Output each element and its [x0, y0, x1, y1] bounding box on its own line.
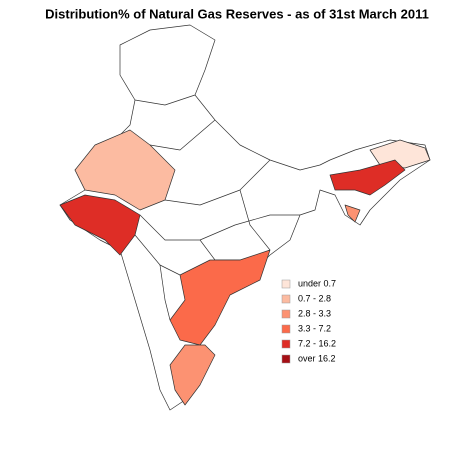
legend-swatch	[281, 279, 291, 289]
legend-label: 0.7 - 2.8	[298, 293, 331, 303]
region	[169, 249, 271, 346]
legend-swatch	[281, 324, 291, 334]
map-title: Distribution% of Natural Gas Reserves - …	[45, 6, 429, 21]
region	[74, 129, 176, 211]
legend: under 0.7 0.7 - 2.8 2.8 - 3.3 3.3 - 7.2 7.2 …	[281, 278, 336, 364]
region	[169, 344, 216, 406]
legend-swatch	[281, 309, 291, 319]
legend-label: 7.2 - 16.2	[298, 338, 336, 348]
legend-swatch	[281, 354, 291, 364]
legend-label: 2.8 - 3.3	[298, 308, 331, 318]
state-borders	[134, 94, 300, 321]
legend-swatch	[281, 294, 291, 304]
legend-swatch	[281, 339, 291, 349]
legend-label: over 16.2	[298, 353, 336, 363]
region	[59, 194, 141, 256]
legend-label: 3.3 - 7.2	[298, 323, 331, 333]
region	[344, 204, 361, 223]
region	[329, 159, 406, 196]
legend-label: under 0.7	[298, 278, 336, 288]
